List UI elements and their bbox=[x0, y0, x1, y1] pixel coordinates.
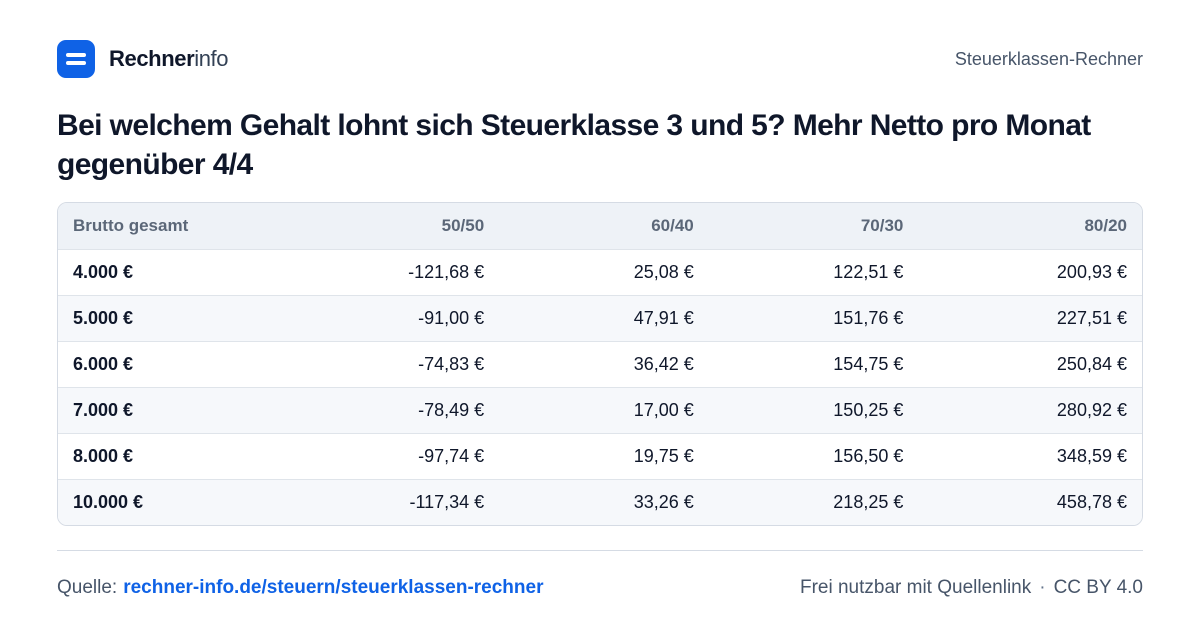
table-cell: 47,91 € bbox=[633, 307, 694, 328]
table-row: 5.000 € -91,00 € 47,91 € 151,76 € 227,51… bbox=[58, 295, 1142, 341]
table-cell: 458,78 € bbox=[1056, 491, 1127, 512]
brand-name: Rechnerinfo bbox=[109, 46, 229, 72]
footer-divider bbox=[57, 550, 1143, 551]
table-cell: -121,68 € bbox=[408, 261, 485, 282]
column-header: 70/30 bbox=[860, 215, 904, 235]
license-text: Frei nutzbar mit Quellenlink bbox=[799, 577, 1032, 598]
table-row: 6.000 € -74,83 € 36,42 € 154,75 € 250,84… bbox=[58, 341, 1142, 387]
source-line: Quelle: rechner-info.de/steuern/steuerkla… bbox=[57, 577, 543, 599]
comparison-table: Brutto gesamt 50/50 60/40 70/30 80/20 4.… bbox=[57, 202, 1143, 526]
table-cell: 4.000 € bbox=[73, 261, 134, 282]
table-cell: 36,42 € bbox=[633, 353, 694, 374]
table-cell: 7.000 € bbox=[73, 399, 134, 420]
table-row: 10.000 € -117,34 € 33,26 € 218,25 € 458,… bbox=[58, 479, 1142, 525]
table-cell: 8.000 € bbox=[73, 445, 134, 466]
table-cell: 10.000 € bbox=[73, 491, 144, 512]
header: Rechnerinfo Steuerklassen-Rechner bbox=[57, 40, 1143, 78]
brand-name-bold: Rechner bbox=[109, 46, 195, 71]
table-cell: -74,83 € bbox=[418, 353, 485, 374]
table-cell: 151,76 € bbox=[833, 307, 904, 328]
column-header: 80/20 bbox=[1084, 215, 1127, 235]
table-cell: 5.000 € bbox=[73, 307, 134, 328]
table-cell: -78,49 € bbox=[418, 399, 485, 420]
table-row: 8.000 € -97,74 € 19,75 € 156,50 € 348,59… bbox=[58, 433, 1142, 479]
license-separator: · bbox=[1039, 577, 1046, 598]
brand-logo[interactable]: Rechnerinfo bbox=[57, 40, 229, 78]
table-header-row: Brutto gesamt 50/50 60/40 70/30 80/20 bbox=[58, 203, 1142, 249]
table-cell: 348,59 € bbox=[1056, 445, 1127, 466]
table-cell: 150,25 € bbox=[833, 399, 904, 420]
column-header: 60/40 bbox=[651, 215, 694, 235]
table-cell: 156,50 € bbox=[833, 445, 904, 466]
page-title: Bei welchem Gehalt lohnt sich Steuerklas… bbox=[57, 109, 1091, 181]
table-row: 7.000 € -78,49 € 17,00 € 150,25 € 280,92… bbox=[58, 387, 1142, 433]
table-cell: -97,74 € bbox=[418, 445, 485, 466]
header-calculator-label: Steuerklassen-Rechner bbox=[954, 48, 1143, 69]
table-cell: 154,75 € bbox=[833, 353, 904, 374]
table-cell: 218,25 € bbox=[833, 491, 904, 512]
logo-icon bbox=[57, 40, 95, 78]
table-cell: 280,92 € bbox=[1056, 399, 1127, 420]
source-link[interactable]: rechner-info.de/steuern/steuerklassen-re… bbox=[123, 577, 544, 598]
table-cell: 6.000 € bbox=[73, 353, 134, 374]
table-cell: 25,08 € bbox=[633, 261, 694, 282]
footer: Quelle: rechner-info.de/steuern/steuerkla… bbox=[57, 574, 1143, 602]
column-header: Brutto gesamt bbox=[73, 215, 189, 235]
table-cell: 250,84 € bbox=[1056, 353, 1127, 374]
table-cell: 33,26 € bbox=[633, 491, 694, 512]
source-label: Quelle: bbox=[57, 577, 118, 598]
table-cell: 19,75 € bbox=[633, 445, 694, 466]
table-cell: -91,00 € bbox=[418, 307, 485, 328]
license-name: CC BY 4.0 bbox=[1053, 577, 1143, 598]
table-cell: -117,34 € bbox=[409, 491, 485, 512]
table-row: 4.000 € -121,68 € 25,08 € 122,51 € 200,9… bbox=[58, 249, 1142, 295]
table-cell: 227,51 € bbox=[1056, 307, 1127, 328]
table-cell: 122,51 € bbox=[833, 261, 904, 282]
license-line: Frei nutzbar mit Quellenlink · CC BY 4.0 bbox=[800, 577, 1143, 599]
table-cell: 17,00 € bbox=[633, 399, 694, 420]
table-cell: 200,93 € bbox=[1056, 261, 1127, 282]
column-header: 50/50 bbox=[441, 215, 485, 235]
brand-name-light: info bbox=[194, 46, 229, 71]
